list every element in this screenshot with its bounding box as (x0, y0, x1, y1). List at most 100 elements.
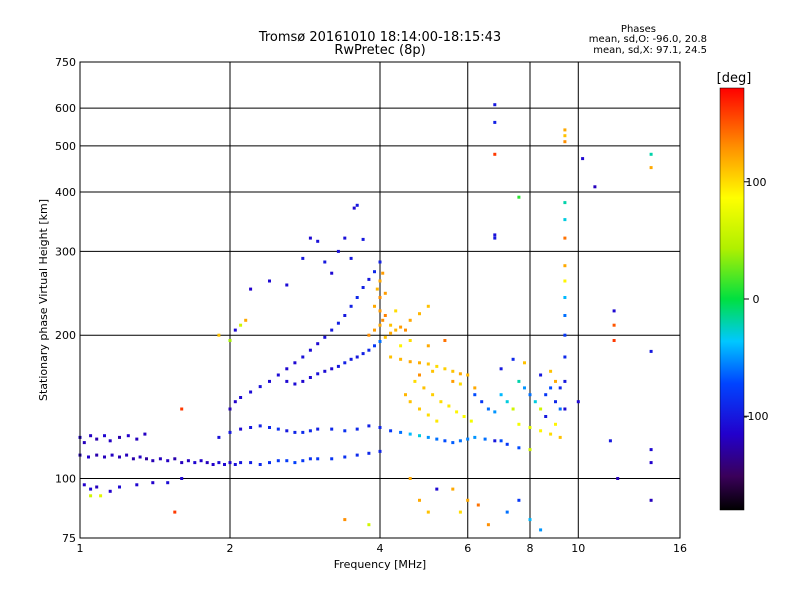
data-point (389, 323, 393, 327)
data-point (511, 357, 515, 361)
data-point (367, 523, 371, 527)
data-point (544, 393, 548, 397)
data-point (563, 134, 567, 138)
data-point (435, 419, 439, 423)
data-point (418, 434, 421, 438)
y-tick-label: 750 (55, 56, 76, 69)
data-point (381, 271, 385, 275)
data-point (108, 439, 112, 443)
data-point (316, 372, 320, 376)
data-point (505, 400, 509, 404)
stats-o-line: mean, sd,O: -96.0, 20.8 (589, 34, 707, 45)
data-point (316, 239, 320, 243)
data-point (451, 441, 455, 445)
data-point (616, 477, 620, 480)
data-point (458, 510, 462, 514)
data-point (131, 457, 135, 461)
data-point (89, 434, 93, 438)
data-point (276, 459, 280, 463)
data-point (418, 373, 421, 377)
data-point (404, 328, 407, 332)
data-point (558, 435, 562, 439)
data-point (217, 333, 221, 337)
data-point (389, 429, 393, 433)
data-point (228, 407, 232, 411)
data-point (193, 461, 197, 465)
data-point (293, 382, 297, 386)
data-point (517, 498, 521, 502)
data-point (649, 461, 653, 465)
data-point (233, 463, 237, 466)
data-point (426, 510, 430, 514)
y-tick-label: 200 (55, 329, 76, 342)
data-point (95, 485, 99, 489)
data-point (563, 355, 567, 359)
data-point (493, 410, 497, 414)
x-tick-label: 10 (571, 542, 585, 555)
data-point (499, 367, 503, 371)
data-point (593, 185, 597, 189)
data-point (118, 485, 121, 489)
data-point (383, 314, 387, 317)
data-point (355, 355, 359, 359)
data-point (373, 344, 376, 348)
x-tick-label: 8 (527, 542, 534, 555)
data-point (308, 457, 312, 461)
data-point (649, 498, 653, 502)
data-point (293, 361, 297, 365)
data-point (418, 407, 421, 411)
colorbar-label: [deg] (717, 71, 752, 86)
data-point (95, 437, 99, 441)
data-point (151, 481, 155, 485)
data-point (451, 487, 455, 491)
data-point (258, 385, 262, 389)
data-point (323, 335, 327, 339)
data-point (180, 461, 184, 465)
data-point (323, 260, 327, 264)
data-point (349, 256, 353, 260)
data-point (493, 120, 497, 124)
data-point (308, 348, 312, 352)
data-point (649, 448, 653, 452)
data-point (549, 432, 553, 436)
data-point (343, 361, 347, 365)
data-point (316, 427, 320, 431)
data-point (343, 518, 347, 522)
data-point (268, 426, 271, 429)
data-point (126, 434, 130, 438)
data-point (499, 439, 503, 443)
data-point (378, 296, 382, 299)
data-point (145, 457, 148, 461)
data-point (378, 279, 382, 283)
data-point (418, 361, 421, 365)
data-point (486, 407, 490, 411)
stats-heading: Phases (621, 24, 656, 35)
data-point (394, 309, 398, 313)
data-point (408, 400, 412, 404)
axis-ticks: 1 2 4 6 8 10 16 75 100 200 300 400 500 600 750 (55, 56, 687, 555)
x-tick-label: 6 (464, 542, 471, 555)
data-point (89, 494, 93, 498)
data-point (447, 404, 451, 408)
data-point (563, 201, 567, 205)
data-point (367, 333, 371, 337)
data-point (528, 426, 532, 429)
data-point (316, 457, 320, 461)
data-point (268, 279, 271, 283)
data-point (455, 410, 459, 414)
data-point (108, 489, 112, 493)
data-point (422, 386, 426, 390)
data-point (563, 264, 567, 268)
data-point (249, 287, 253, 291)
data-point (249, 461, 253, 465)
data-point (233, 328, 237, 332)
data-point (612, 323, 616, 327)
data-point (404, 393, 407, 397)
data-point (517, 195, 521, 199)
data-point (383, 291, 387, 295)
chart-subtitle: RwPretec (8p) (334, 43, 425, 58)
data-point (563, 379, 567, 383)
y-tick-label: 100 (55, 473, 76, 486)
data-point (523, 386, 526, 390)
data-point (469, 419, 473, 423)
